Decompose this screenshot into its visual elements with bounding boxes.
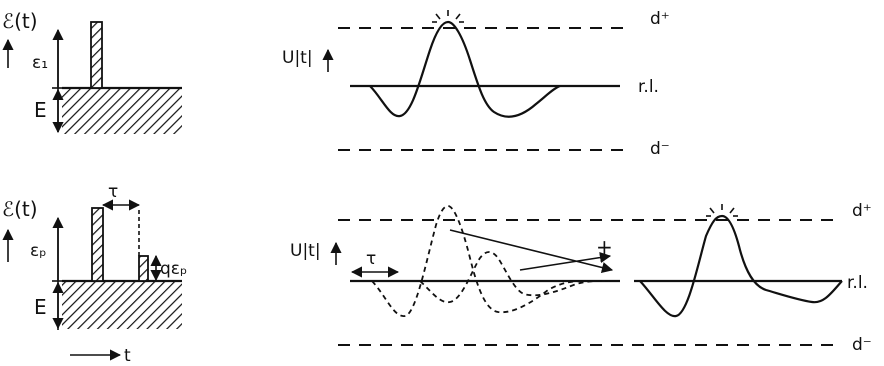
sum-arrow-upper: [449, 229, 614, 274]
probe-pulse-bar: [138, 255, 149, 282]
reference-level-label-2: r.l.: [847, 273, 868, 293]
probe-signal-dashed: [419, 251, 613, 304]
signal-plot-bottom: U|t| τ + d⁺ d⁻ r.l.: [290, 201, 872, 355]
energy-diagram-two-pulses: τ qεₚ ℰ(t) εₚ E t: [2, 182, 187, 366]
tau-delay-label: τ: [366, 249, 376, 269]
field-label-2: ℰ(t): [2, 197, 38, 221]
d-minus-label-2: d⁻: [852, 335, 872, 355]
pulse-bar: [90, 21, 103, 89]
E-label-2: E: [34, 295, 47, 319]
energy-diagram-single-pulse: ℰ(t) ε₁ E: [2, 9, 182, 134]
plus-sign: +: [596, 235, 613, 259]
U-label: U|t|: [282, 48, 313, 68]
sum-arrow-lower: [519, 252, 612, 271]
field-label: ℰ(t): [2, 9, 38, 33]
pump-pulse-bar: [91, 207, 104, 282]
signal-plot-top: U|t| d⁺ d⁻ r.l.: [282, 9, 670, 159]
d-plus-label-2: d⁺: [852, 201, 872, 221]
tau-label: τ: [108, 182, 118, 202]
ground-energy-block-2: [62, 281, 182, 329]
signal-waveform: [369, 20, 561, 118]
epsilon-1-label: ε₁: [32, 53, 48, 73]
E-label: E: [34, 98, 47, 122]
pump-signal-dashed: [371, 205, 585, 317]
time-label: t: [124, 346, 131, 366]
U-label-2: U|t|: [290, 241, 321, 261]
q-epsilon-label: qεₚ: [160, 259, 187, 279]
threshold-crossing-flash: [432, 10, 464, 23]
d-minus-label: d⁻: [650, 139, 670, 159]
summed-signal-waveform: [639, 214, 843, 318]
epsilon-p-label: εₚ: [30, 241, 46, 261]
reference-level-label: r.l.: [638, 77, 659, 97]
d-plus-label: d⁺: [650, 9, 670, 29]
threshold-crossing-flash-2: [706, 204, 738, 217]
ground-energy-block: [62, 88, 182, 134]
